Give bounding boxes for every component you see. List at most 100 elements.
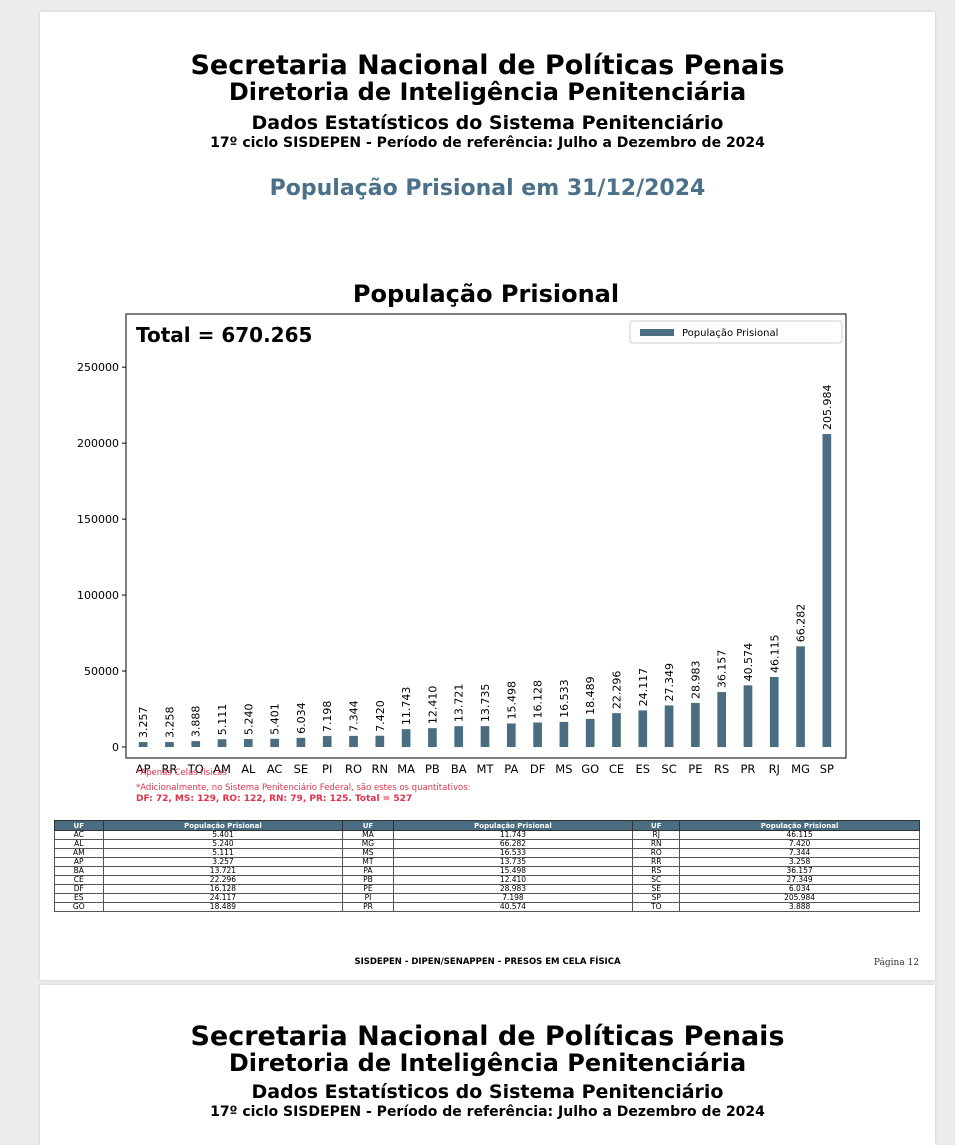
report-page: Secretaria Nacional de Políticas Penais … [40, 12, 935, 980]
col-pop-1: População Prisional [102, 820, 344, 831]
col-pop-3: População Prisional [679, 820, 920, 831]
bar-value-label: 12.410 [426, 686, 439, 725]
x-tick-label: SC [661, 762, 676, 776]
x-tick-label: RO [345, 762, 362, 776]
bar-value-label: 40.574 [742, 643, 755, 682]
bar-sc [664, 705, 674, 747]
x-tick-label: AL [241, 762, 256, 776]
note-federal-values: DF: 72, MS: 129, RO: 122, RN: 79, PR: 12… [136, 794, 413, 804]
bar-go [585, 718, 595, 747]
bar-pr [743, 685, 753, 747]
page-subtitle: População Prisional em 31/12/2024 [269, 176, 706, 201]
bar-value-label: 16.533 [558, 679, 571, 718]
table-cell-population: 40.574 [392, 902, 634, 912]
bar-value-label: 205.984 [821, 385, 834, 431]
dept-title: Diretoria de Inteligência Penitenciária [228, 78, 747, 106]
x-tick-label: GO [581, 762, 599, 776]
x-tick-label: AP [136, 762, 151, 776]
y-tick-label: 0 [112, 741, 119, 754]
org-title-page2: Secretaria Nacional de Políticas Penais [190, 1021, 785, 1052]
table-cell-population: 3.888 [679, 902, 920, 912]
x-tick-label: MA [397, 762, 415, 776]
x-tick-label: AM [213, 762, 231, 776]
x-tick-label: ES [635, 762, 650, 776]
bar-ap [138, 742, 148, 747]
x-tick-label: RN [372, 762, 389, 776]
page-number: Página 12 [873, 958, 919, 968]
plot-area [125, 313, 847, 759]
bar-to [191, 741, 201, 747]
bar-df [533, 722, 542, 747]
bar-pi [322, 736, 332, 747]
col-uf-3: UF [632, 820, 681, 831]
x-tick-label: MG [791, 762, 810, 776]
bar-value-label: 5.111 [216, 704, 229, 736]
population-bar-chart: População Prisional Total = 670.265 Popu… [77, 282, 847, 776]
bar-ac [270, 738, 279, 747]
bars: 3.257 AP 3.258 RR 3.888 TO 5.111 AM 5.240 AL 5.401… [136, 385, 834, 776]
bar-value-label: 27.349 [663, 663, 676, 702]
bar-value-label: 3.257 [137, 707, 150, 739]
org-title: Secretaria Nacional de Políticas Penais [190, 50, 785, 81]
bar-value-label: 18.489 [584, 676, 597, 715]
x-tick-label: RJ [769, 762, 780, 776]
bar-value-label: 15.498 [505, 681, 518, 720]
chart-title: População Prisional [353, 282, 619, 308]
x-tick-label: SP [820, 762, 834, 776]
x-tick-label: MT [477, 762, 495, 776]
bar-value-label: 46.115 [768, 634, 781, 673]
bar-value-label: 7.420 [374, 700, 387, 732]
next-page: Secretaria Nacional de Políticas Penais … [40, 985, 935, 1145]
bar-value-label: 36.157 [716, 650, 729, 689]
bar-rr [165, 742, 174, 747]
table-cell-uf: GO [54, 902, 104, 912]
bar-value-label: 6.034 [295, 702, 308, 734]
x-tick-label: RS [714, 762, 729, 776]
table-header-row: UF População Prisional UF População Pris… [54, 820, 920, 831]
population-table: UF População Prisional UF População Pris… [54, 820, 920, 912]
x-tick-label: PB [425, 762, 440, 776]
x-tick-label: SE [294, 762, 309, 776]
col-uf-2: UF [342, 820, 394, 831]
bar-value-label: 11.743 [400, 687, 413, 726]
x-tick-label: PA [504, 762, 518, 776]
bar-value-label: 7.198 [321, 701, 334, 733]
bar-es [638, 710, 648, 747]
x-tick-label: TO [187, 762, 204, 776]
y-axis: 0 50000 100000 150000 200000 250000 [77, 361, 126, 754]
table-cell-population: 18.489 [102, 902, 344, 912]
bar-ms [559, 721, 569, 747]
cycle-line: 17º ciclo SISDEPEN - Período de referênc… [210, 135, 765, 151]
y-tick-label: 200000 [77, 437, 119, 450]
y-tick-label: 150000 [77, 513, 119, 526]
total-annotation: Total = 670.265 [136, 323, 312, 347]
bar-value-label: 13.721 [453, 684, 466, 723]
note-federal-system: *Adicionalmente, no Sistema Penitenciári… [136, 783, 471, 793]
bar-value-label: 7.344 [348, 700, 361, 732]
y-tick-label: 50000 [84, 665, 119, 678]
bar-value-label: 16.128 [532, 680, 545, 719]
x-tick-label: PR [740, 762, 755, 776]
bar-pe [691, 702, 700, 747]
table-row: GO 18.489 PR 40.574 TO 3.888 [54, 902, 920, 912]
x-tick-label: DF [530, 762, 545, 776]
bar-value-label: 3.258 [163, 707, 176, 739]
bar-se [296, 737, 306, 747]
col-pop-2: População Prisional [392, 820, 634, 831]
note-physical-cells: *Apenas Celas físicas [136, 768, 227, 778]
x-tick-label: MS [555, 762, 572, 776]
chart-legend: População Prisional [629, 320, 843, 344]
bar-am [217, 739, 227, 747]
bar-value-label: 5.240 [242, 704, 255, 736]
bar-ba [454, 726, 464, 747]
report-title-page2: Dados Estatísticos do Sistema Penitenciá… [251, 1081, 724, 1103]
bar-pa [506, 723, 516, 747]
bar-mg [796, 646, 805, 747]
legend-label: População Prisional [682, 328, 778, 339]
bar-pb [428, 728, 437, 747]
bar-rn [375, 735, 385, 747]
y-tick-label: 250000 [77, 361, 119, 374]
bar-value-label: 66.282 [795, 604, 808, 643]
bar-mt [480, 726, 490, 747]
dept-title-page2: Diretoria de Inteligência Penitenciária [228, 1049, 747, 1077]
